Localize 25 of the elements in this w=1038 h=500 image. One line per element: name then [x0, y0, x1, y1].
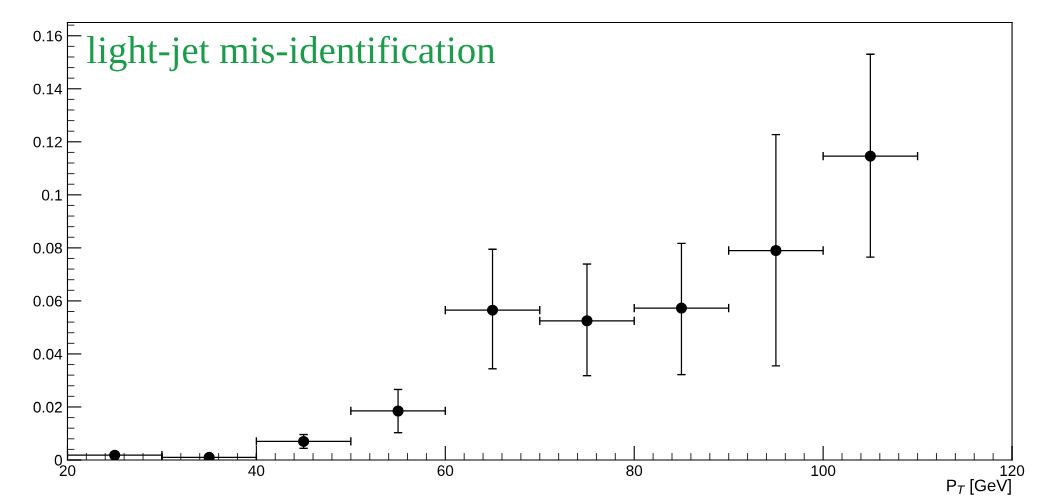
- y-tick-label: 0.04: [33, 348, 63, 360]
- y-tick-label: 0.08: [33, 242, 62, 254]
- point: [486, 304, 499, 316]
- point: [675, 302, 688, 314]
- x-tick-label: 100: [811, 465, 836, 477]
- point: [770, 244, 782, 257]
- y-tick-label: 0: [54, 454, 63, 466]
- point: [203, 451, 215, 460]
- x-tick-label: 120: [1000, 465, 1025, 477]
- y-tick-label: 0.16: [33, 30, 62, 42]
- y-tick-label: 0.06: [33, 295, 62, 307]
- x-axis-title: P$_{T}$ [GeV]: [947, 479, 1011, 495]
- annotation: light-jet mis-identification: [87, 35, 496, 72]
- y-tick-label: 0.12: [33, 136, 62, 148]
- y-tick-label: 0.1: [41, 189, 62, 201]
- x-tick-label: 80: [626, 465, 643, 477]
- point: [109, 449, 121, 460]
- x-tick-label: 40: [248, 465, 265, 477]
- point: [864, 150, 876, 162]
- x-tick-label: 60: [437, 465, 454, 477]
- point: [581, 315, 593, 327]
- y-tick-label: 0.14: [33, 83, 63, 95]
- y-tick-label: 0.02: [33, 401, 62, 413]
- x-tick-label: 20: [59, 465, 76, 477]
- point: [392, 405, 404, 417]
